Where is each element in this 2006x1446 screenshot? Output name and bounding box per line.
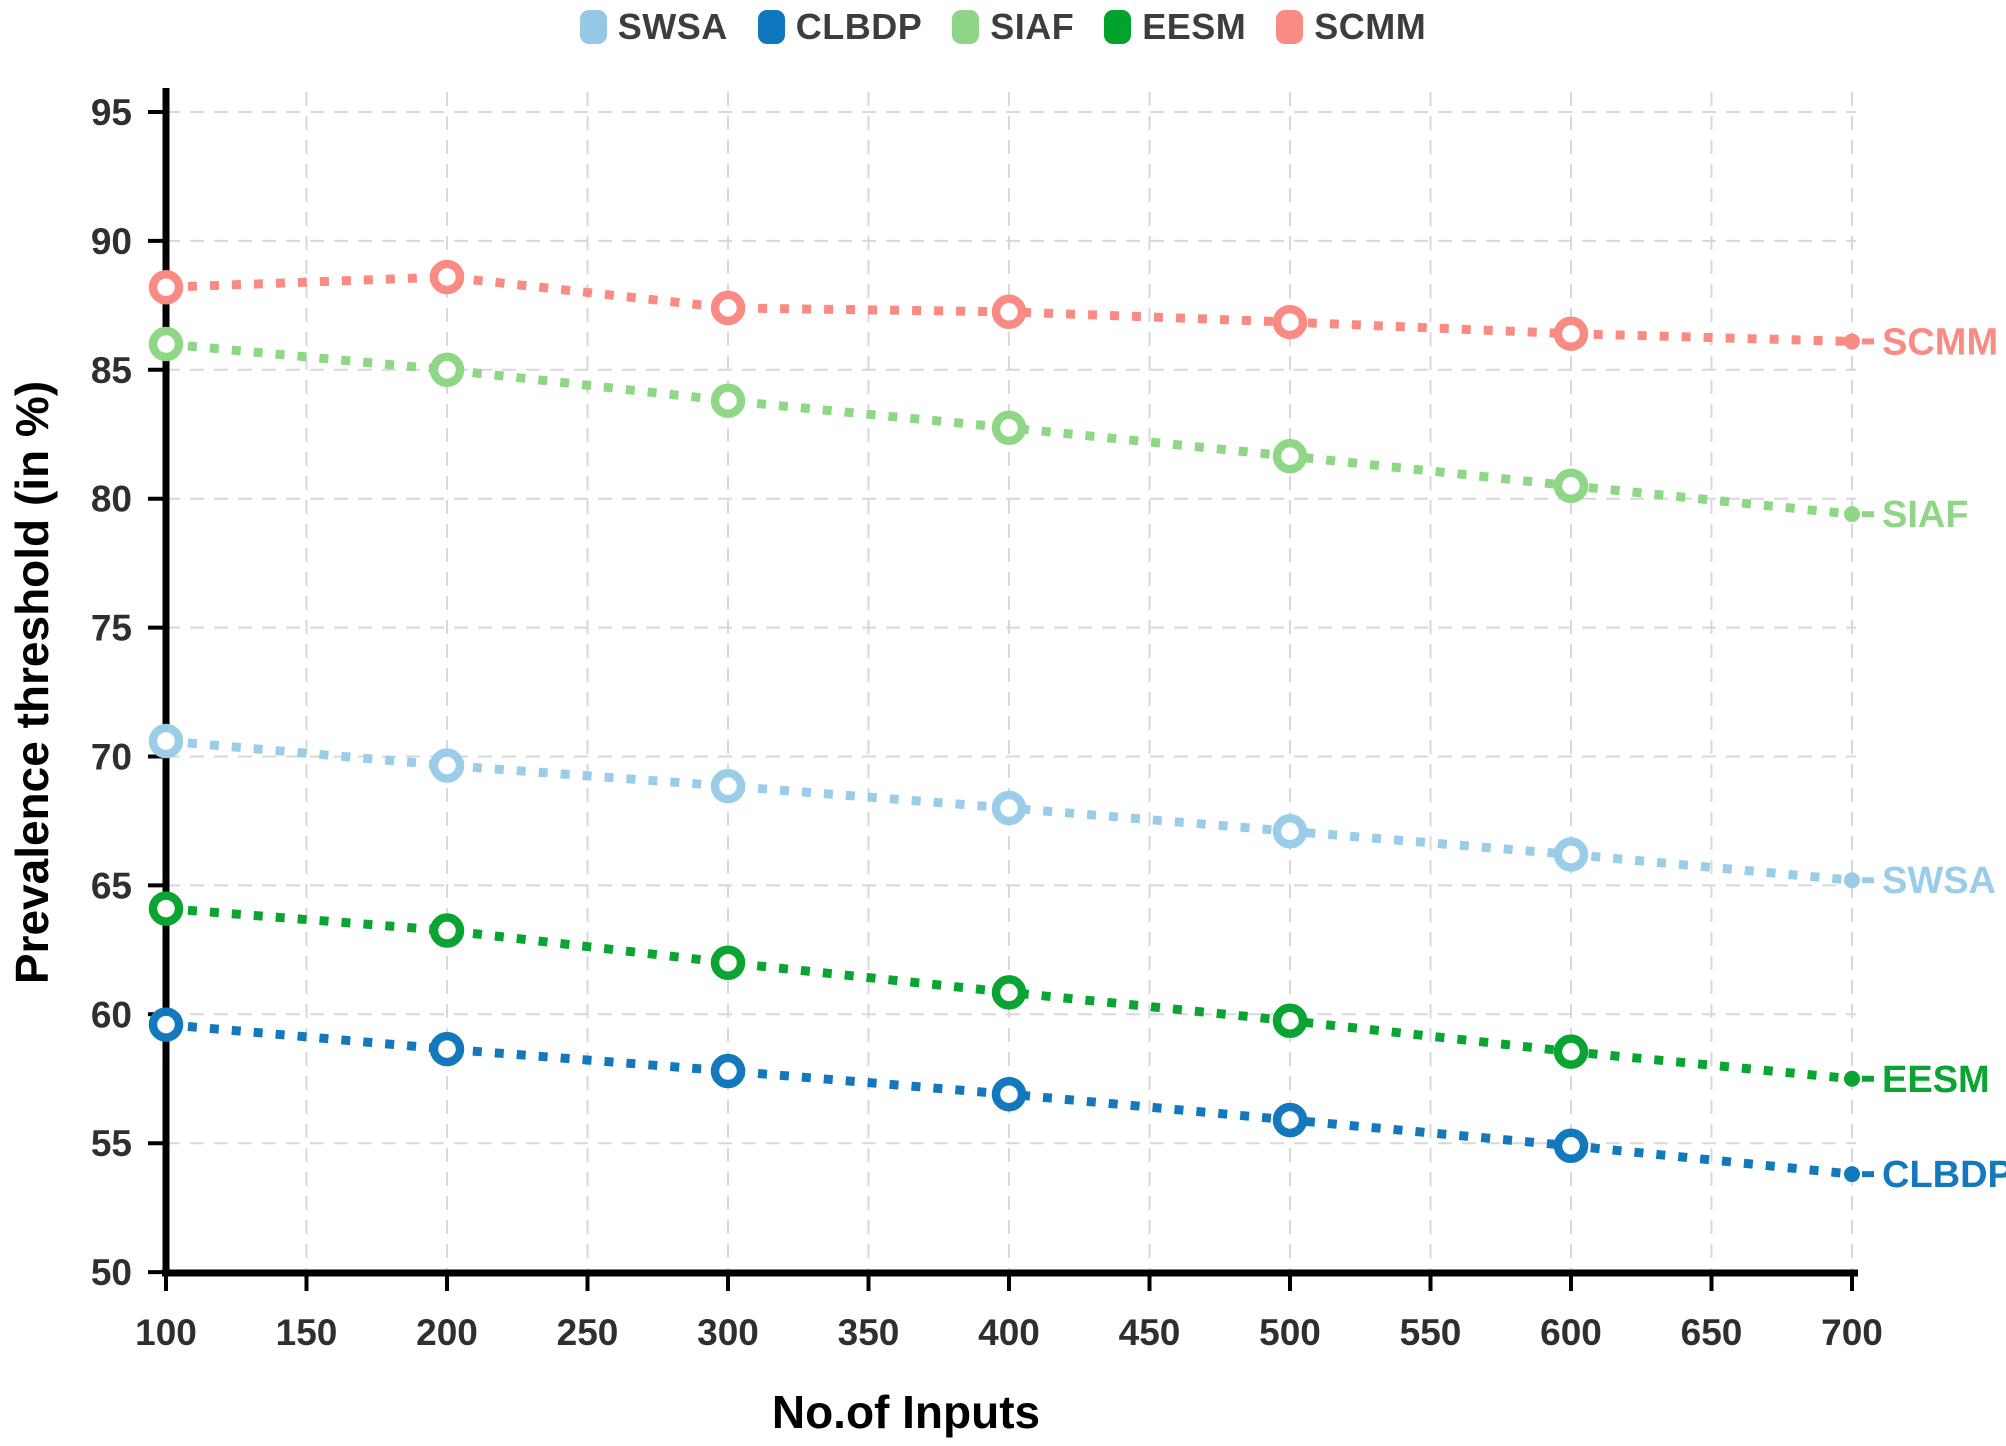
y-tick-label-80: 80	[91, 479, 132, 520]
x-tick-label-150: 150	[276, 1312, 338, 1353]
legend-swatch-SCMM	[1276, 10, 1304, 44]
marker-EESM-600	[1553, 1034, 1589, 1069]
marker-EESM-500	[1272, 1003, 1308, 1038]
x-tick-label-550: 550	[1400, 1312, 1462, 1353]
marker-CLBDP-200	[429, 1031, 465, 1067]
y-tick-label-65: 65	[91, 865, 132, 906]
y-tick-label-60: 60	[91, 994, 132, 1035]
legend-label-CLBDP: CLBDP	[795, 6, 923, 47]
marker-SIAF-200	[429, 352, 465, 388]
legend-item-EESM: EESM	[1104, 6, 1246, 48]
x-tick-label-650: 650	[1681, 1312, 1743, 1353]
series-end-label-SCMM: SCMM	[1882, 321, 1998, 363]
marker-SIAF-400	[991, 410, 1027, 446]
marker-SCMM-300	[710, 290, 746, 326]
x-tick-label-500: 500	[1259, 1312, 1321, 1353]
series-end-label-EESM: EESM	[1882, 1059, 1990, 1101]
legend-label-SCMM: SCMM	[1314, 6, 1427, 47]
marker-SCMM-600	[1553, 316, 1589, 351]
y-tick-label-75: 75	[91, 608, 132, 649]
y-tick-label-70: 70	[91, 737, 132, 778]
legend-swatch-CLBDP	[757, 10, 785, 44]
x-tick-label-700: 700	[1821, 1312, 1883, 1353]
marker-SWSA-400	[991, 790, 1027, 826]
x-tick-label-100: 100	[135, 1312, 197, 1353]
legend-label-SWSA: SWSA	[617, 6, 728, 47]
x-axis-title: No.of Inputs	[772, 1386, 1040, 1438]
legend-label-SIAF: SIAF	[990, 6, 1075, 47]
marker-EESM-100	[148, 891, 184, 926]
y-tick-label-55: 55	[91, 1123, 132, 1164]
marker-EESM-400	[991, 975, 1027, 1010]
marker-SWSA-600	[1553, 837, 1589, 872]
legend-swatch-SWSA	[579, 10, 607, 44]
end-dot-EESM	[1844, 1070, 1860, 1087]
x-tick-label-350: 350	[838, 1312, 900, 1353]
x-tick-label-600: 600	[1540, 1312, 1602, 1353]
end-dot-SCMM	[1844, 333, 1860, 350]
series-end-label-SIAF: SIAF	[1882, 494, 1969, 536]
legend-swatch-EESM	[1104, 10, 1132, 44]
legend-label-EESM: EESM	[1142, 6, 1247, 47]
marker-SCMM-400	[991, 294, 1027, 330]
marker-EESM-300	[710, 945, 746, 980]
x-tick-label-250: 250	[557, 1312, 619, 1353]
marker-SCMM-500	[1272, 304, 1308, 340]
marker-CLBDP-100	[148, 1007, 184, 1042]
marker-CLBDP-500	[1272, 1102, 1308, 1138]
series-end-label-CLBDP: CLBDP	[1882, 1154, 2006, 1196]
y-axis-title: Prevalence threshold (in %)	[6, 381, 58, 984]
y-tick-label-90: 90	[91, 221, 132, 262]
marker-SWSA-200	[429, 748, 465, 783]
end-dot-SIAF	[1844, 506, 1860, 523]
marker-SIAF-100	[148, 326, 184, 362]
chart-legend: SWSA CLBDP SIAF EESM SCMM	[0, 6, 2006, 48]
marker-SIAF-300	[710, 383, 746, 418]
marker-SCMM-200	[429, 259, 465, 295]
end-dot-SWSA	[1844, 872, 1860, 889]
marker-SWSA-300	[710, 768, 746, 804]
x-tick-label-450: 450	[1119, 1312, 1181, 1353]
marker-EESM-200	[429, 913, 465, 948]
legend-item-SIAF: SIAF	[952, 6, 1074, 48]
end-dot-CLBDP	[1844, 1166, 1860, 1183]
marker-SIAF-500	[1272, 438, 1308, 474]
x-tick-label-300: 300	[697, 1312, 759, 1353]
series-end-label-SWSA: SWSA	[1882, 860, 1996, 902]
y-tick-label-50: 50	[91, 1252, 132, 1293]
marker-SWSA-100	[148, 723, 184, 759]
y-tick-label-85: 85	[91, 350, 132, 391]
legend-item-SCMM: SCMM	[1276, 6, 1426, 48]
marker-SWSA-500	[1272, 814, 1308, 849]
marker-SIAF-600	[1553, 468, 1589, 504]
legend-item-SWSA: SWSA	[579, 6, 728, 48]
marker-CLBDP-600	[1553, 1128, 1589, 1164]
legend-item-CLBDP: CLBDP	[757, 6, 923, 48]
marker-SCMM-100	[148, 270, 184, 305]
y-tick-label-95: 95	[91, 92, 132, 133]
legend-swatch-SIAF	[952, 10, 980, 44]
marker-CLBDP-400	[991, 1076, 1027, 1112]
marker-CLBDP-300	[710, 1053, 746, 1089]
x-tick-label-200: 200	[416, 1312, 478, 1353]
x-tick-label-400: 400	[978, 1312, 1040, 1353]
